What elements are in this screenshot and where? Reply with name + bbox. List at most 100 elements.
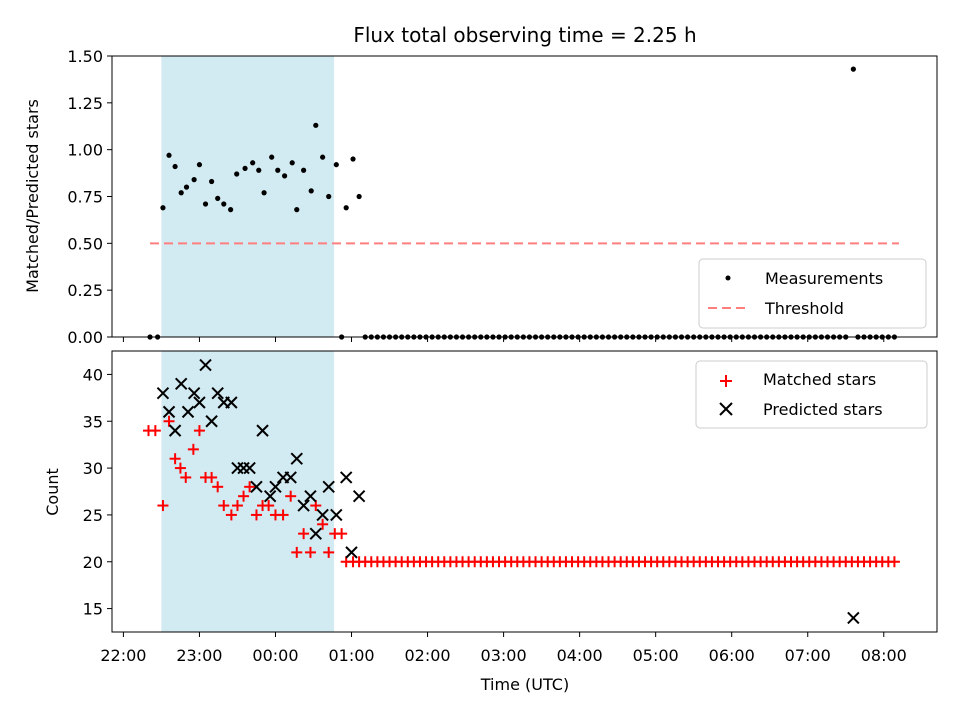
matched-star-point [336, 528, 348, 540]
predicted-star-point [156, 386, 170, 400]
predicted-star-point [193, 396, 206, 409]
measurement-point [261, 190, 267, 196]
measurement-point [178, 190, 184, 196]
measurement-point [196, 162, 203, 168]
matched-star-point [218, 500, 230, 512]
y-tick-label: 20 [83, 553, 103, 572]
measurement-point [320, 154, 326, 160]
highlight-span-top [161, 56, 335, 337]
matched-star-point [298, 528, 310, 540]
matched-star-point [206, 471, 218, 483]
y-tick-label: 1.25 [67, 94, 103, 113]
matched-star-point [157, 500, 169, 512]
highlight-span-bottom [161, 351, 335, 632]
predicted-star-point [352, 489, 366, 503]
measurement-point [160, 205, 166, 211]
matched-star-point [169, 453, 181, 465]
y-tick-label: 0.00 [67, 328, 103, 347]
x-tick-label: 08:00 [861, 646, 907, 665]
matched-star-point [225, 509, 237, 521]
x-tick-label: 23:00 [176, 646, 222, 665]
measurement-point [209, 178, 215, 185]
top-plot-frame [111, 55, 938, 338]
y-tick-label: 40 [83, 365, 103, 384]
matched-star-point [277, 509, 289, 521]
measurement-point [250, 160, 256, 166]
predicted-star-point [847, 611, 860, 625]
measurement-point [326, 193, 332, 200]
matched-star-point [187, 443, 199, 455]
y-tick-label: 30 [83, 459, 103, 478]
measurement-point [289, 160, 295, 166]
measurement-point [172, 163, 178, 170]
legend-predicted-label: Predicted stars [763, 400, 883, 419]
measurement-point [313, 122, 319, 128]
x-tick-label: 06:00 [709, 646, 755, 665]
matched-star-point [174, 462, 186, 474]
measurement-point [234, 171, 240, 177]
matched-star-point [149, 425, 161, 437]
predicted-star-point [304, 489, 317, 503]
x-tick-label: 04:00 [557, 646, 603, 665]
measurement-point [242, 165, 248, 171]
measurement-point [215, 195, 221, 201]
matched-star-point [317, 518, 329, 530]
chart-title: Flux total observing time = 2.25 h [353, 23, 696, 47]
measurement-point [333, 162, 339, 168]
legend-matched-marker [720, 375, 732, 387]
predicted-star-point [297, 499, 310, 512]
matched-star-point [285, 490, 297, 502]
predicted-star-point [256, 424, 269, 437]
bottom-plot: 15 20 25 30 35 40 22:00 23:00 00:00 01:00 02:00 03… [43, 350, 938, 694]
y-tick-label: 15 [83, 600, 103, 619]
measurement-point [282, 173, 288, 179]
predicted-star-point [168, 424, 182, 437]
measurement-point [850, 66, 856, 72]
predicted-star-point [269, 480, 282, 494]
matched-star-point [212, 481, 224, 493]
predicted-star-point [339, 471, 353, 484]
measurement-point [202, 201, 209, 207]
predicted-star-point [330, 508, 343, 522]
bottom-plot-frame [111, 350, 938, 633]
y-tick-label: 1.50 [67, 47, 103, 66]
measurement-point [301, 167, 307, 173]
predicted-star-point [225, 396, 238, 409]
measurement-point [228, 207, 234, 213]
measurement-point [356, 193, 362, 200]
measurement-point [350, 156, 356, 162]
x-tick-label: 05:00 [633, 646, 679, 665]
top-y-axis-label: Matched/Predicted stars [23, 99, 42, 293]
x-tick-label: 03:00 [481, 646, 527, 665]
bottom-y-axis-label: Count [43, 468, 62, 516]
measurement-point [343, 205, 349, 211]
top-legend: Measurements Threshold [698, 258, 927, 329]
predicted-star-point [263, 489, 277, 503]
predicted-star-point [250, 480, 263, 494]
matched-star-point [304, 546, 316, 558]
x-tick-label: 22:00 [100, 646, 146, 665]
top-plot: 0.00 0.25 0.50 0.75 1.00 1.25 1.50 Matched/Pre… [23, 47, 938, 347]
measurement-point [166, 152, 172, 158]
matched-star-point [250, 509, 262, 521]
measurement-point [308, 188, 314, 194]
bottom-legend: Matched stars Predicted stars [695, 360, 928, 429]
legend-measurements-label: Measurements [765, 269, 883, 288]
measurement-point [191, 177, 197, 183]
measurement-point [183, 184, 190, 190]
matched-star-point [163, 415, 175, 427]
x-tick-label: 00:00 [252, 646, 298, 665]
legend-threshold-label: Threshold [764, 299, 844, 318]
predicted-star-point [211, 386, 224, 400]
x-tick-label: 07:00 [785, 646, 831, 665]
predicted-star-point [316, 508, 329, 522]
predicted-star-point [162, 405, 176, 419]
matched-star-point [193, 425, 205, 437]
matched-star-point [888, 556, 900, 568]
matched-star-point [244, 481, 256, 493]
matched-star-point [323, 546, 335, 558]
measurement-point [256, 167, 262, 173]
predicted-star-point [243, 461, 256, 475]
predicted-star-point [309, 527, 322, 540]
